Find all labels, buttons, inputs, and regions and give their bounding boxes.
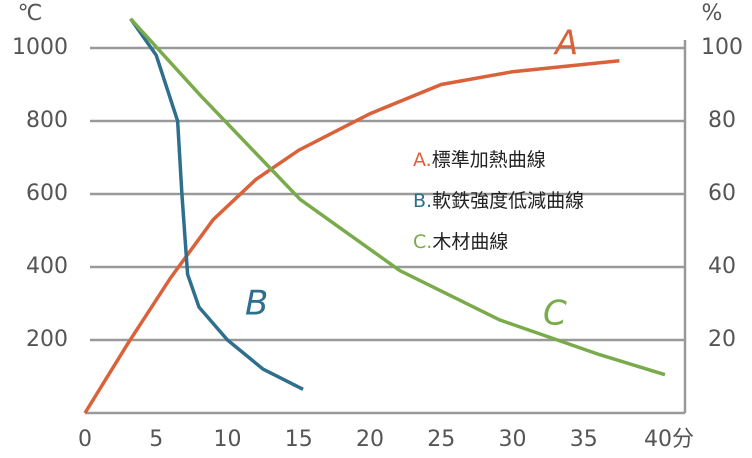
y2-tick-label: 60 (708, 181, 736, 206)
legend-name: 木材曲線 (432, 231, 508, 253)
y-tick-label: 800 (26, 108, 68, 133)
y2-unit: % (702, 1, 723, 26)
legend-prefix: A. (413, 149, 432, 171)
legend-name: 標準加熱曲線 (432, 149, 546, 171)
curve-label: C (543, 294, 567, 334)
y2-tick-label: 40 (708, 254, 736, 279)
legend-entry: C.木材曲線 (413, 231, 508, 253)
x-tick-label: 35 (570, 427, 598, 452)
curve-label: B (245, 284, 268, 324)
x-tick-label: 5 (149, 427, 163, 452)
y-tick-label: 600 (26, 181, 68, 206)
legend-entry: B.軟鉄強度低減曲線 (413, 190, 584, 212)
line-series (83, 59, 620, 414)
y2-tick-label: 20 (708, 327, 736, 352)
y2-tick-label: 100 (701, 35, 743, 60)
line-series (129, 17, 304, 391)
x-tick-label: 20 (356, 427, 384, 452)
y2-tick-label: 80 (708, 108, 736, 133)
y-unit: ℃ (18, 1, 43, 26)
x-tick-label: 10 (214, 427, 242, 452)
line-series (129, 17, 666, 377)
curve-label: A (553, 24, 578, 64)
x-tick-label: 0 (78, 427, 92, 452)
x-tick-label: 40分 (644, 427, 694, 452)
x-tick-label: 25 (427, 427, 455, 452)
y-tick-label: 1000 (12, 35, 68, 60)
legend-entry: A.標準加熱曲線 (413, 149, 546, 171)
legend-name: 軟鉄強度低減曲線 (432, 190, 584, 212)
x-tick-label: 15 (285, 427, 313, 452)
x-tick-label: 30 (499, 427, 527, 452)
legend-prefix: C. (413, 231, 432, 253)
y-tick-label: 200 (26, 327, 68, 352)
legend-prefix: B. (413, 190, 432, 212)
y-tick-label: 400 (26, 254, 68, 279)
